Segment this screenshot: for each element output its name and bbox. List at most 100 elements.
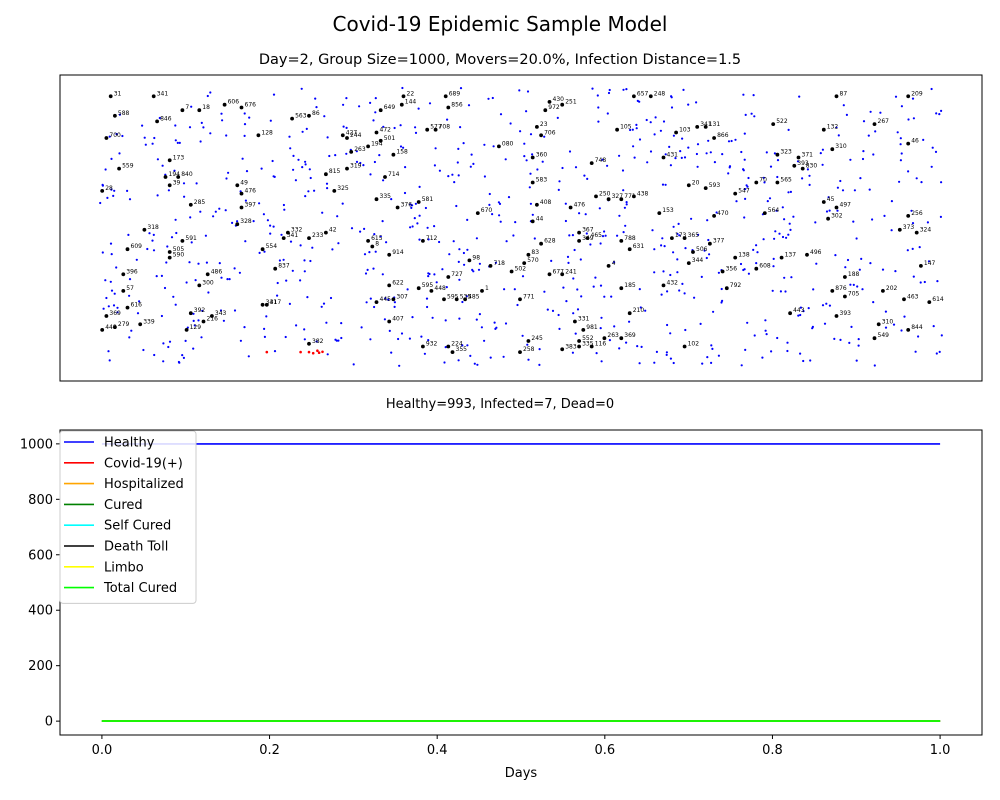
- healthy-point: [690, 217, 693, 220]
- healthy-point: [613, 325, 616, 328]
- healthy-point: [399, 145, 403, 148]
- healthy-point: [284, 335, 287, 339]
- mover-point: [543, 108, 548, 113]
- mover-point: [446, 275, 451, 279]
- healthy-point: [695, 152, 699, 156]
- healthy-point: [379, 235, 382, 238]
- mover-label: 341: [287, 232, 299, 239]
- healthy-point: [266, 219, 269, 222]
- healthy-point: [197, 319, 200, 322]
- healthy-point: [669, 332, 672, 335]
- mover-point: [167, 250, 172, 254]
- mover-point: [547, 272, 552, 277]
- mover-label: 349: [582, 235, 594, 242]
- healthy-point: [681, 282, 684, 285]
- mover-point: [366, 239, 370, 243]
- y-tick-label: 600: [28, 548, 53, 563]
- healthy-point: [662, 270, 665, 273]
- healthy-point: [653, 133, 656, 136]
- healthy-point: [787, 233, 790, 236]
- healthy-point: [331, 248, 334, 251]
- healthy-point: [160, 314, 163, 318]
- mover-label: 129: [190, 324, 202, 331]
- healthy-point: [498, 214, 501, 217]
- healthy-point: [466, 248, 469, 251]
- healthy-point: [184, 339, 187, 342]
- healthy-point: [735, 200, 738, 203]
- healthy-point: [178, 361, 181, 364]
- mover-label: 332: [291, 227, 303, 234]
- healthy-point: [220, 112, 223, 115]
- healthy-point: [676, 258, 679, 261]
- healthy-point: [935, 112, 938, 115]
- healthy-point: [433, 164, 436, 167]
- healthy-point: [646, 161, 649, 164]
- healthy-point: [713, 161, 717, 164]
- healthy-point: [489, 356, 492, 359]
- healthy-point: [325, 321, 328, 324]
- mover-point: [399, 102, 404, 107]
- mover-point: [273, 266, 278, 271]
- mover-point: [573, 319, 577, 324]
- healthy-point: [219, 309, 223, 312]
- healthy-point: [802, 310, 805, 313]
- healthy-point: [263, 327, 266, 330]
- mover-label: 216: [207, 316, 219, 323]
- healthy-point: [912, 117, 916, 120]
- healthy-point: [625, 341, 628, 344]
- healthy-point: [444, 346, 447, 349]
- mover-point: [661, 155, 666, 160]
- healthy-point: [192, 312, 195, 315]
- healthy-point: [608, 88, 611, 92]
- healthy-point: [193, 324, 196, 327]
- healthy-point: [599, 327, 602, 330]
- healthy-point: [433, 225, 436, 228]
- legend-label: Healthy: [104, 436, 155, 451]
- healthy-point: [625, 201, 628, 204]
- healthy-point: [696, 165, 699, 168]
- healthy-point: [337, 339, 340, 342]
- healthy-point: [341, 202, 344, 205]
- healthy-point: [828, 209, 831, 212]
- healthy-point: [679, 150, 682, 153]
- mover-point: [606, 197, 611, 202]
- mover-point: [670, 236, 674, 241]
- healthy-point: [390, 198, 393, 201]
- healthy-point: [116, 311, 119, 314]
- healthy-point: [907, 118, 910, 121]
- healthy-point: [151, 239, 154, 242]
- mover-label: 837: [278, 263, 290, 270]
- healthy-point: [435, 281, 438, 284]
- legend-box: [59, 430, 197, 604]
- healthy-point: [499, 113, 503, 116]
- infected-point: [265, 350, 269, 354]
- healthy-point: [821, 304, 825, 307]
- healthy-point: [483, 175, 486, 178]
- mover-point: [450, 350, 455, 354]
- y-tick-label: 800: [28, 493, 53, 508]
- mover-point: [446, 344, 451, 349]
- mover-label: 256: [911, 210, 923, 217]
- healthy-point: [308, 168, 311, 171]
- healthy-point: [845, 113, 849, 116]
- healthy-point: [601, 235, 605, 238]
- mover-label: 472: [380, 127, 392, 134]
- healthy-point: [138, 300, 141, 303]
- healthy-point: [288, 135, 291, 138]
- healthy-point: [538, 363, 541, 366]
- healthy-point: [491, 213, 494, 216]
- mover-label: 465: [591, 232, 603, 239]
- healthy-point: [635, 127, 638, 130]
- healthy-point: [766, 200, 769, 203]
- mover-point: [416, 286, 421, 291]
- mover-point: [332, 189, 337, 193]
- healthy-point: [303, 270, 306, 273]
- healthy-point: [244, 199, 247, 202]
- mover-point: [104, 136, 109, 140]
- healthy-point: [834, 254, 837, 257]
- healthy-point: [110, 253, 113, 256]
- healthy-point: [699, 322, 702, 325]
- healthy-point: [900, 105, 904, 108]
- healthy-point: [456, 161, 459, 164]
